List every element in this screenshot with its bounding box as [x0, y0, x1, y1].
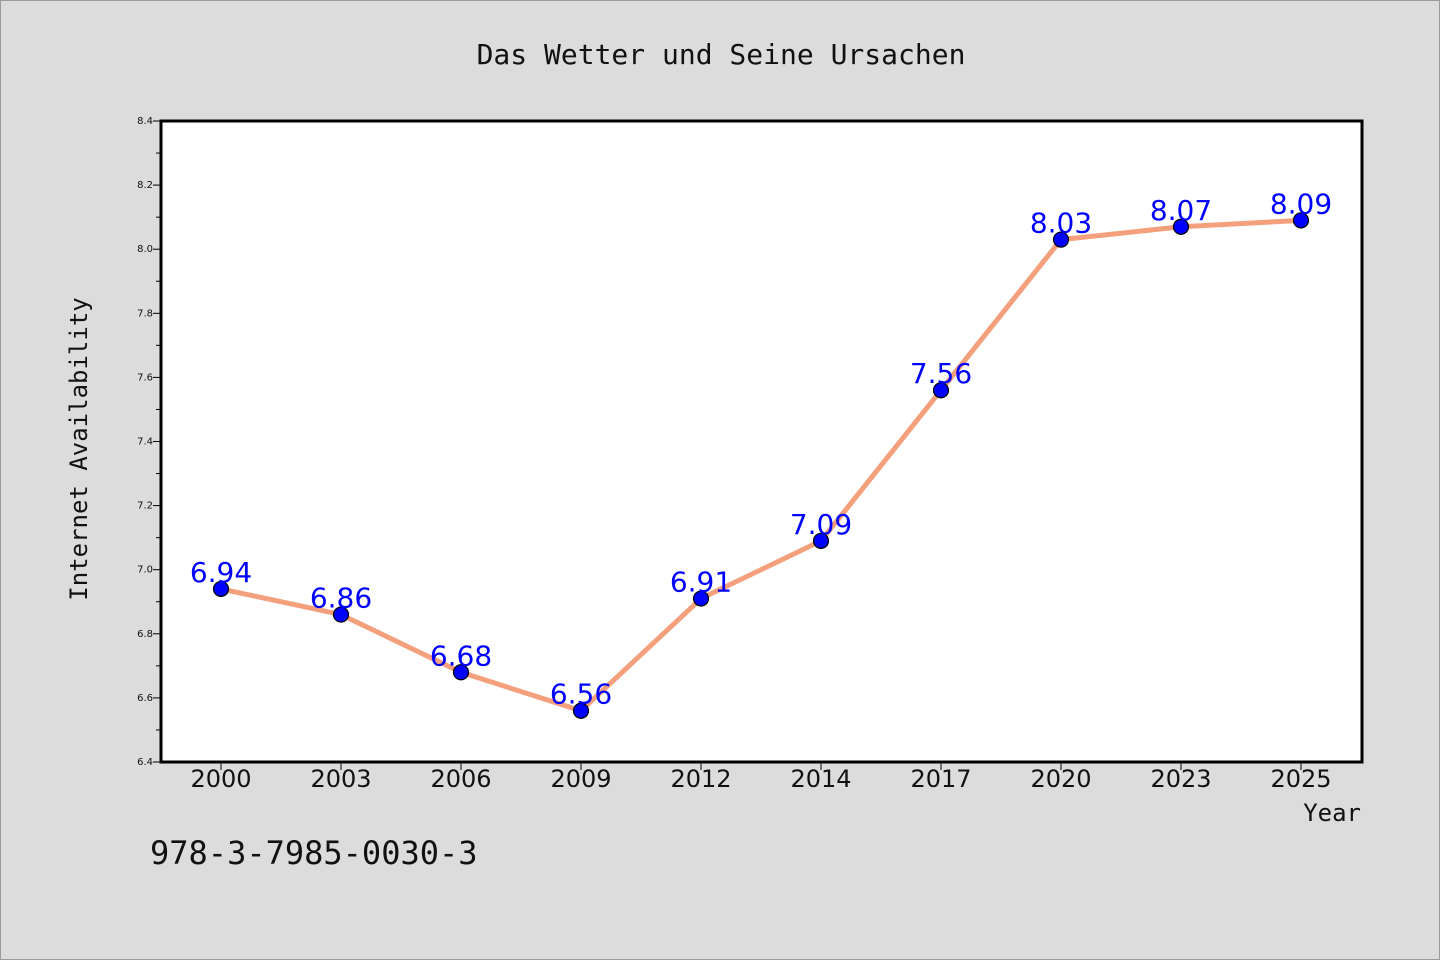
data-label: 6.68: [430, 639, 492, 672]
data-point: [332, 606, 350, 623]
y-tick-label: 8.0: [137, 244, 153, 255]
data-label: 8.09: [1270, 187, 1332, 220]
chart-title: Das Wetter und Seine Ursachen: [477, 38, 966, 71]
data-label: 8.07: [1150, 194, 1212, 227]
x-tick-label: 2012: [670, 765, 731, 793]
x-tick-label: 2006: [430, 765, 491, 793]
y-tick-label: 6.8: [137, 629, 153, 640]
y-tick-label: 7.0: [137, 565, 153, 576]
data-label: 6.94: [190, 556, 252, 589]
x-tick-label: 2003: [310, 765, 371, 793]
x-tick-label: 2017: [910, 765, 971, 793]
y-tick-label: 8.2: [137, 180, 153, 191]
data-labels-group: 6.94 6.86 6.68 6.56 6.91 7.09 7.56 8.03 8.07 8.09: [190, 187, 1332, 710]
data-point: [1172, 218, 1190, 235]
y-tick-label: 6.4: [137, 757, 153, 768]
y-tick-label: 7.8: [137, 308, 153, 319]
x-axis-label: Year: [1303, 799, 1361, 827]
series-group: [212, 212, 1310, 719]
y-tick-label: 7.4: [137, 437, 153, 448]
data-point: [572, 702, 590, 719]
y-axis-label: Internet Availability: [65, 297, 93, 600]
data-label: 8.03: [1030, 207, 1092, 240]
data-point: [452, 664, 470, 681]
x-tick-label: 2000: [190, 765, 251, 793]
y-tick-label: 8.4: [137, 116, 153, 127]
data-label: 7.56: [910, 357, 972, 390]
data-point: [1052, 231, 1070, 248]
x-tick-label: 2014: [790, 765, 851, 793]
data-label: 7.09: [790, 508, 852, 541]
data-point: [812, 532, 830, 549]
y-axis: 6.4 6.6 6.8 7.0 7.2 7.4 7.6 7.8 8.0 8.2 8.4: [137, 116, 161, 768]
x-tick-label: 2020: [1030, 765, 1091, 793]
data-label: 6.86: [310, 582, 372, 615]
x-axis: 2000 2003 2006 2009 2012 2014 2017 2020 2023 2025: [190, 762, 1332, 793]
data-point: [932, 382, 950, 399]
data-label: 6.56: [550, 678, 612, 711]
data-point: [212, 580, 230, 598]
isbn-text: 978-3-7985-0030-3: [150, 834, 478, 872]
x-tick-label: 2023: [1150, 765, 1211, 793]
y-tick-label: 7.6: [137, 372, 153, 383]
y-tick-label: 7.2: [137, 501, 153, 512]
series-line: [218, 217, 1304, 714]
data-label: 6.91: [670, 566, 732, 599]
x-tick-label: 2025: [1270, 765, 1331, 793]
x-tick-label: 2009: [550, 765, 611, 793]
data-point: [692, 590, 710, 607]
data-point: [1292, 212, 1310, 229]
y-tick-label: 6.6: [137, 693, 153, 704]
